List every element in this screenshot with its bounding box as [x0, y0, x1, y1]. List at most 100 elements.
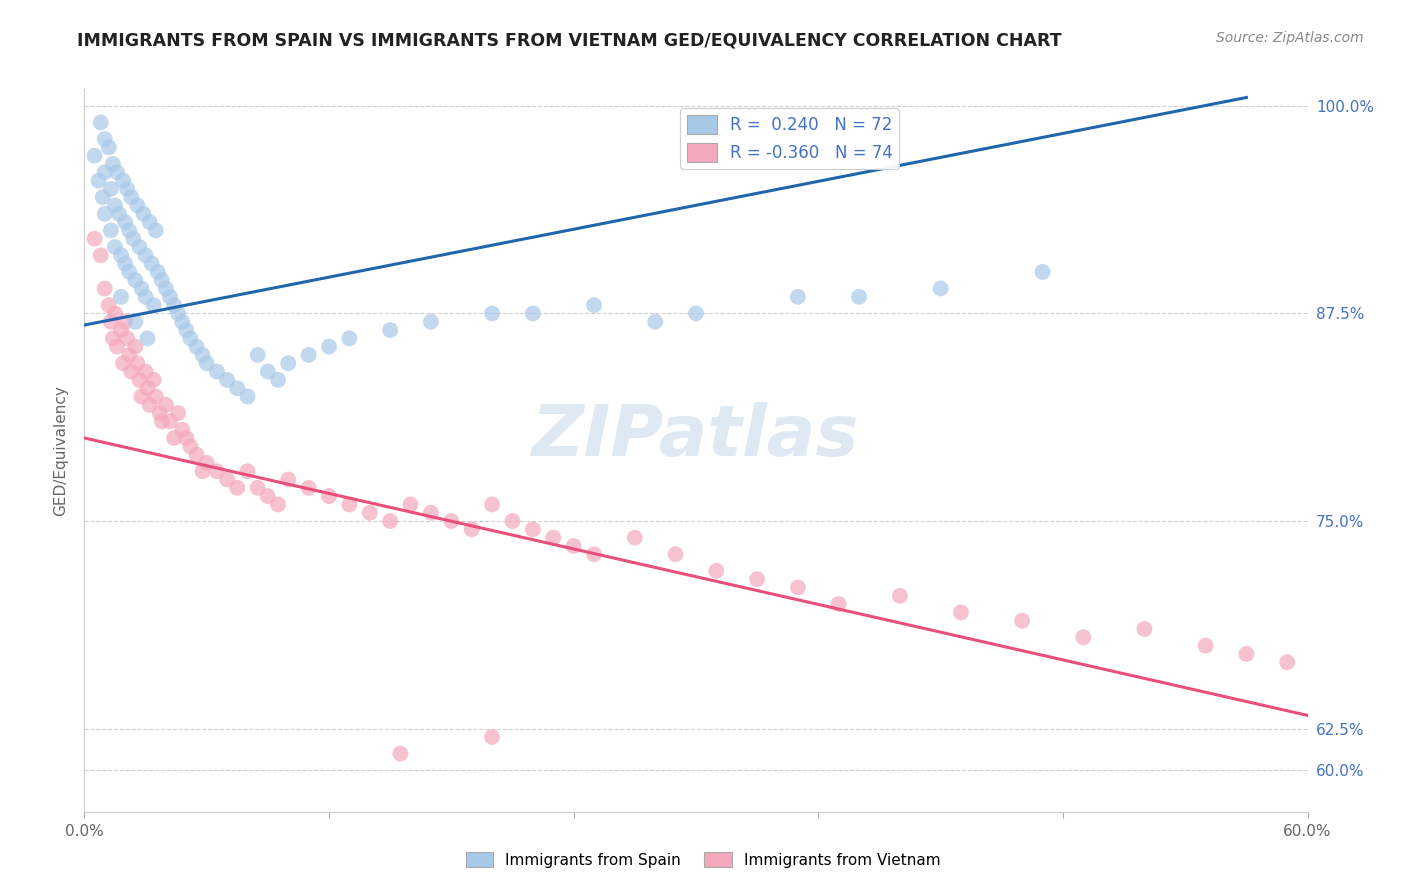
- Point: [950, 606, 973, 620]
- Point: [226, 481, 249, 495]
- Point: [929, 281, 952, 295]
- Point: [359, 506, 381, 520]
- Point: [127, 356, 149, 370]
- Point: [685, 306, 707, 320]
- Point: [93, 132, 115, 146]
- Point: [828, 597, 851, 611]
- Point: [1236, 647, 1258, 661]
- Point: [104, 240, 127, 254]
- Point: [1011, 614, 1033, 628]
- Point: [179, 439, 201, 453]
- Point: [644, 315, 666, 329]
- Point: [787, 581, 810, 595]
- Point: [195, 356, 218, 370]
- Point: [118, 348, 141, 362]
- Point: [138, 215, 160, 229]
- Point: [562, 539, 585, 553]
- Point: [1032, 265, 1054, 279]
- Point: [583, 547, 606, 561]
- Point: [624, 531, 647, 545]
- Point: [179, 331, 201, 345]
- Point: [93, 207, 115, 221]
- Point: [115, 331, 138, 345]
- Text: IMMIGRANTS FROM SPAIN VS IMMIGRANTS FROM VIETNAM GED/EQUIVALENCY CORRELATION CHA: IMMIGRANTS FROM SPAIN VS IMMIGRANTS FROM…: [77, 31, 1062, 49]
- Point: [195, 456, 218, 470]
- Point: [481, 306, 503, 320]
- Point: [298, 481, 321, 495]
- Point: [267, 373, 290, 387]
- Point: [172, 315, 194, 329]
- Point: [124, 315, 146, 329]
- Point: [118, 223, 141, 237]
- Point: [135, 248, 157, 262]
- Point: [706, 564, 728, 578]
- Point: [142, 373, 165, 387]
- Point: [128, 240, 150, 254]
- Point: [100, 315, 122, 329]
- Point: [135, 365, 157, 379]
- Point: [339, 331, 361, 345]
- Point: [105, 165, 128, 179]
- Point: [93, 281, 115, 295]
- Point: [90, 115, 112, 129]
- Point: [461, 522, 484, 536]
- Point: [665, 547, 688, 561]
- Point: [100, 223, 122, 237]
- Point: [132, 207, 155, 221]
- Point: [83, 232, 105, 246]
- Point: [142, 298, 165, 312]
- Point: [167, 306, 190, 320]
- Point: [787, 290, 810, 304]
- Point: [399, 498, 422, 512]
- Point: [155, 398, 177, 412]
- Point: [87, 173, 110, 187]
- Point: [543, 531, 565, 545]
- Point: [318, 489, 340, 503]
- Point: [114, 257, 136, 271]
- Point: [389, 747, 412, 761]
- Point: [191, 348, 214, 362]
- Point: [100, 182, 122, 196]
- Point: [131, 389, 153, 403]
- Point: [97, 140, 120, 154]
- Point: [131, 281, 153, 295]
- Point: [110, 290, 132, 304]
- Point: [339, 498, 361, 512]
- Point: [118, 265, 141, 279]
- Point: [159, 414, 181, 428]
- Point: [163, 431, 186, 445]
- Point: [246, 348, 269, 362]
- Point: [136, 381, 159, 395]
- Point: [420, 315, 443, 329]
- Point: [420, 506, 443, 520]
- Point: [167, 406, 190, 420]
- Point: [380, 514, 402, 528]
- Point: [380, 323, 402, 337]
- Point: [267, 498, 290, 512]
- Point: [145, 223, 167, 237]
- Point: [150, 414, 173, 428]
- Point: [120, 365, 142, 379]
- Point: [583, 298, 606, 312]
- Point: [110, 323, 132, 337]
- Point: [124, 340, 146, 354]
- Point: [135, 290, 157, 304]
- Point: [146, 265, 169, 279]
- Point: [205, 464, 228, 478]
- Point: [127, 198, 149, 212]
- Point: [522, 522, 544, 536]
- Legend: Immigrants from Spain, Immigrants from Vietnam: Immigrants from Spain, Immigrants from V…: [460, 846, 946, 873]
- Point: [318, 340, 340, 354]
- Point: [112, 356, 135, 370]
- Point: [104, 198, 127, 212]
- Point: [97, 298, 120, 312]
- Point: [159, 290, 181, 304]
- Point: [277, 356, 299, 370]
- Point: [138, 398, 160, 412]
- Point: [217, 373, 239, 387]
- Point: [91, 190, 114, 204]
- Point: [104, 306, 127, 320]
- Point: [246, 481, 269, 495]
- Point: [1195, 639, 1218, 653]
- Point: [90, 248, 112, 262]
